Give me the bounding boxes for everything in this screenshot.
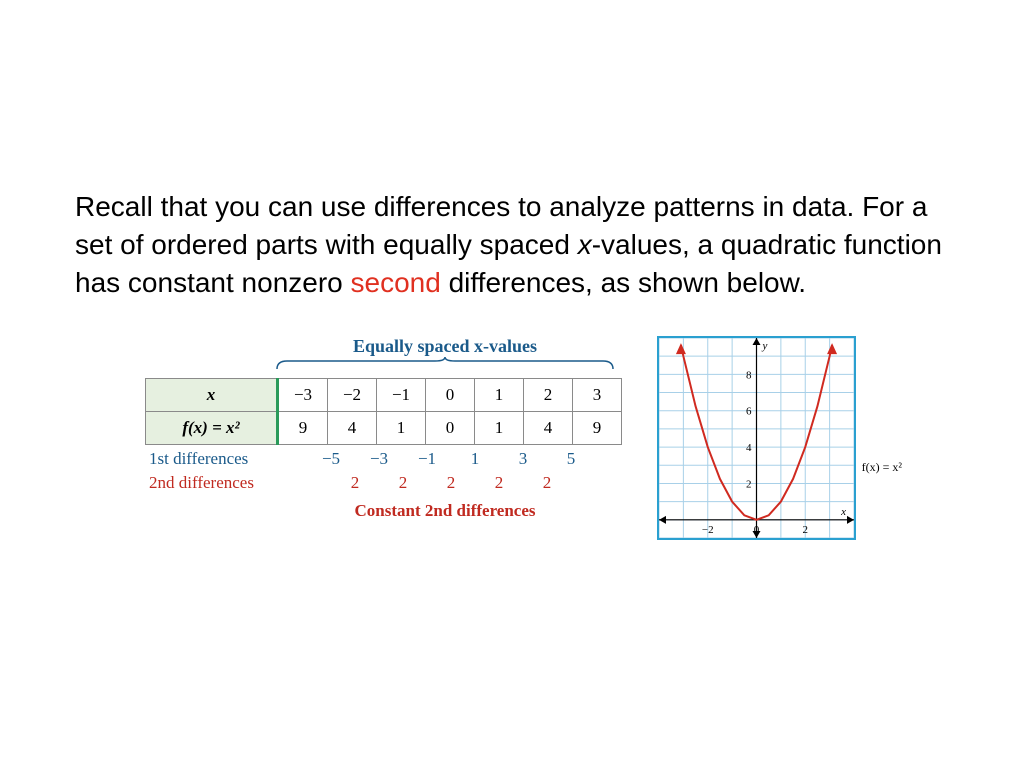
diff-value: −5 [307, 449, 355, 469]
first-diff-label: 1st differences [145, 449, 299, 469]
table-cell: 4 [328, 412, 377, 445]
intro-post: differences, as shown below. [441, 267, 806, 298]
diff-value: 1 [451, 449, 499, 469]
svg-text:4: 4 [746, 442, 752, 454]
svg-text:x: x [840, 506, 846, 518]
diff-value: 5 [547, 449, 595, 469]
diff-value: 2 [379, 473, 427, 493]
intro-xvar: x [578, 229, 592, 260]
svg-text:y: y [762, 340, 768, 352]
row-fx-header: f(x) = x² [146, 412, 278, 445]
differences-table-block: Equally spaced x-values x −3 −2 −1 0 1 2… [145, 336, 622, 521]
svg-text:8: 8 [746, 370, 752, 382]
constant-diff-label: Constant 2nd differences [275, 501, 615, 521]
parabola-graph: −2022468yx f(x) = x² [657, 336, 856, 540]
svg-text:2: 2 [803, 524, 809, 536]
table-cell: 4 [524, 412, 573, 445]
table-cell: 9 [573, 412, 622, 445]
diff-value: −3 [355, 449, 403, 469]
value-table: x −3 −2 −1 0 1 2 3 f(x) = x² 9 4 1 0 1 4 [145, 378, 622, 445]
row-x-header: x [146, 379, 278, 412]
svg-text:0: 0 [754, 524, 760, 536]
table-cell: 9 [278, 412, 328, 445]
intro-highlight: second [351, 267, 441, 298]
diff-value: 3 [499, 449, 547, 469]
table-cell: 1 [377, 412, 426, 445]
brace-title: Equally spaced x-values [275, 336, 615, 357]
table-cell: −3 [278, 379, 328, 412]
diff-value: 2 [331, 473, 379, 493]
graph-function-label: f(x) = x² [862, 460, 902, 475]
table-cell: 1 [475, 412, 524, 445]
first-differences-row: 1st differences −5 −3 −1 1 3 5 [145, 449, 622, 469]
diff-value: 2 [523, 473, 571, 493]
svg-text:2: 2 [746, 479, 752, 491]
second-diff-label: 2nd differences [145, 473, 299, 493]
brace-icon [275, 357, 615, 371]
diff-value: 2 [427, 473, 475, 493]
table-cell: 2 [524, 379, 573, 412]
table-cell: −2 [328, 379, 377, 412]
table-cell: 0 [426, 379, 475, 412]
table-cell: 0 [426, 412, 475, 445]
diff-value: −1 [403, 449, 451, 469]
table-cell: 3 [573, 379, 622, 412]
diff-value: 2 [475, 473, 523, 493]
table-cell: 1 [475, 379, 524, 412]
svg-text:6: 6 [746, 406, 752, 418]
intro-paragraph: Recall that you can use differences to a… [75, 188, 949, 301]
table-cell: −1 [377, 379, 426, 412]
second-differences-row: 2nd differences 2 2 2 2 2 [145, 473, 622, 493]
svg-text:−2: −2 [702, 524, 714, 536]
